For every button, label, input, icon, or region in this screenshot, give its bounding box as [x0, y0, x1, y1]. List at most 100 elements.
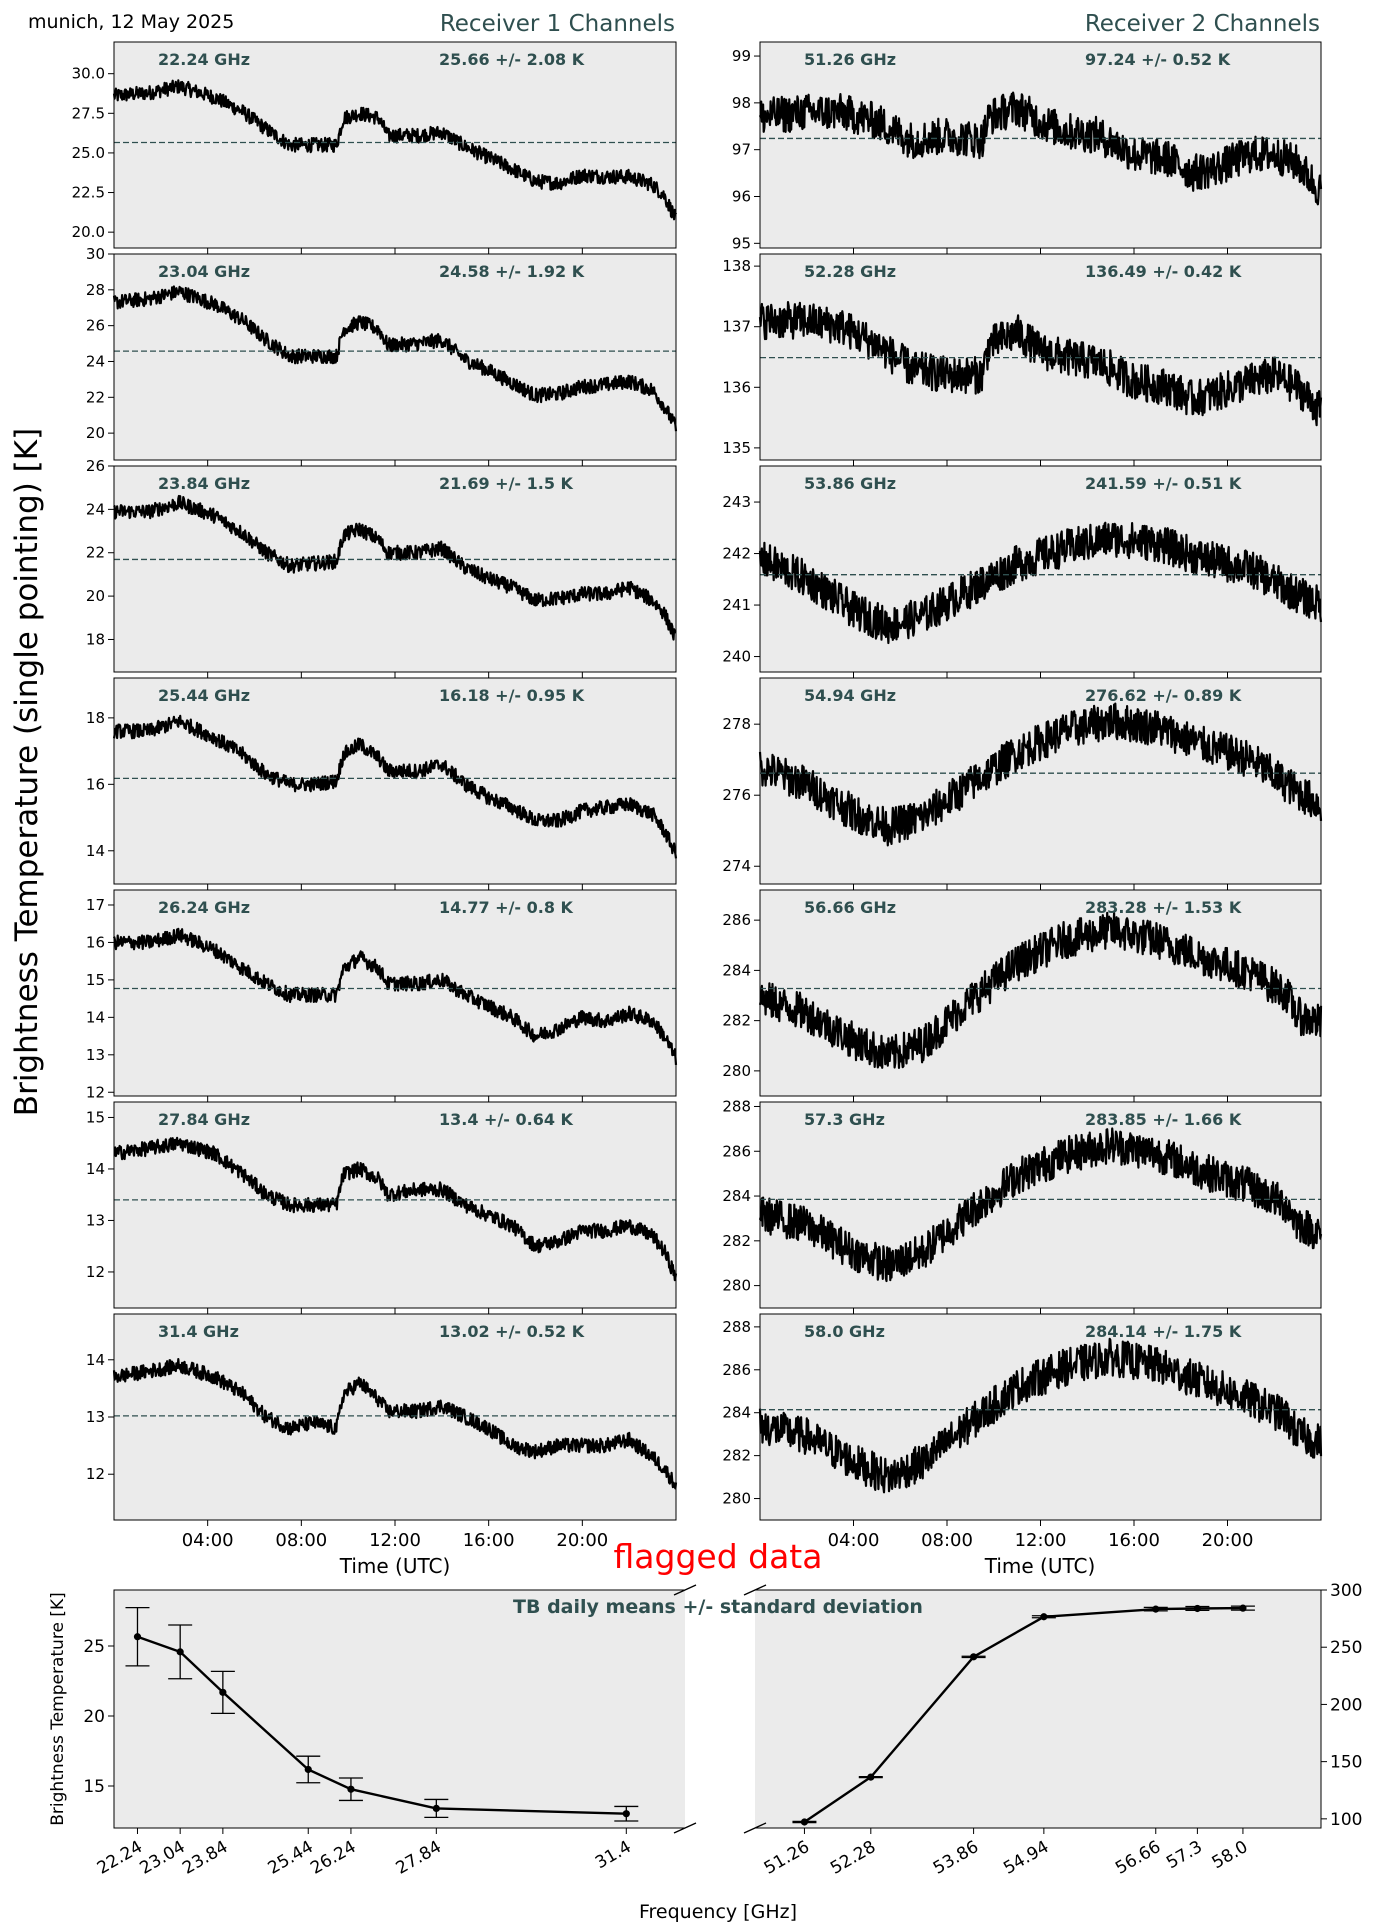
r2-panel: 280 282 284 286 56.66 GHz 283.28 +/- 1.53 K: [722, 889, 1323, 1102]
brightness-trace: [112, 714, 678, 859]
y-tick-label: 99: [732, 47, 751, 65]
channel-stats-label: 97.24 +/- 0.52 K: [1085, 50, 1231, 69]
time-tick-label: 20:00: [1202, 1530, 1254, 1551]
panel-background: [760, 42, 1321, 248]
panel-background: [114, 678, 676, 884]
y-tick-label: 282: [722, 1232, 751, 1250]
means-title: TB daily means +/- standard deviation: [513, 1596, 923, 1618]
mean-point: [1040, 1613, 1048, 1621]
panel-background: [760, 1314, 1321, 1520]
brightness-trace: [758, 521, 1323, 645]
mean-point: [304, 1765, 312, 1774]
channel-stats-label: 13.4 +/- 0.64 K: [439, 1110, 574, 1129]
y-tick-label: 241: [722, 596, 751, 614]
y-tick-label: 20: [86, 424, 105, 442]
channel-stats-label: 16.18 +/- 0.95 K: [439, 686, 585, 705]
y-tick-label: 27.5: [72, 104, 105, 122]
brightness-trace: [112, 79, 678, 221]
freq-tick-label: 56.66: [1112, 1837, 1164, 1879]
mean-point: [1152, 1605, 1160, 1613]
mean-point: [1239, 1604, 1247, 1612]
brightness-trace: [758, 702, 1323, 847]
y-tick-label: 26: [86, 457, 105, 475]
freq-tick-label: 53.86: [930, 1837, 982, 1879]
means-right-frame: [755, 1589, 1322, 1829]
panel-background: [114, 42, 676, 248]
freq-tick-label: 51.26: [761, 1837, 813, 1879]
left-y-tick-label: 25: [83, 1637, 105, 1657]
channel-stats-label: 241.59 +/- 0.51 K: [1085, 474, 1242, 493]
y-tick-label: 286: [722, 911, 751, 929]
y-tick-label: 276: [722, 786, 751, 804]
channel-stats-label: 14.77 +/- 0.8 K: [439, 898, 574, 917]
y-tick-label: 22.5: [72, 184, 105, 202]
means-left-frame: [113, 1589, 685, 1829]
mean-point: [1193, 1604, 1201, 1613]
y-tick-label: 284: [722, 1404, 751, 1422]
r1-panel: 14 16 18 25.44 GHz 16.18 +/- 0.95 K: [86, 677, 678, 890]
y-tick-label: 14: [86, 842, 105, 860]
channel-frequency-label: 54.94 GHz: [804, 686, 896, 705]
channel-stats-label: 283.28 +/- 1.53 K: [1085, 898, 1242, 917]
y-tick-label: 286: [722, 1361, 751, 1379]
y-tick-label: 17: [86, 896, 105, 914]
r2-panel: 135 136 137 138 52.28 GHz 136.49 +/- 0.42 K: [722, 253, 1323, 466]
y-tick-label: 242: [722, 545, 751, 563]
brightness-trace: [758, 91, 1323, 206]
brightness-trace: [758, 911, 1323, 1069]
channel-frequency-label: 57.3 GHz: [804, 1110, 885, 1129]
brightness-trace: [112, 927, 678, 1065]
receiver2-title: Receiver 2 Channels: [1085, 11, 1320, 37]
freq-tick-label: 26.24: [307, 1837, 359, 1879]
channel-stats-label: 283.85 +/- 1.66 K: [1085, 1110, 1242, 1129]
freq-tick-label: 23.04: [137, 1837, 189, 1879]
panel-background: [114, 1102, 676, 1308]
right-y-tick-label: 300: [1330, 1581, 1362, 1601]
y-tick-label: 274: [722, 857, 751, 875]
channel-stats-label: 276.62 +/- 0.89 K: [1085, 686, 1242, 705]
panel-background: [760, 678, 1321, 884]
left-y-tick-label: 20: [83, 1707, 105, 1727]
y-tick-label: 284: [722, 961, 751, 979]
daily-means-chart: TB daily means +/- standard deviation Fre…: [48, 1581, 1362, 1923]
y-tick-label: 30.0: [72, 65, 105, 83]
y-tick-label: 30: [86, 245, 105, 263]
brightness-trace: [113, 1136, 678, 1282]
y-tick-label: 286: [722, 1142, 751, 1160]
mean-point: [867, 1773, 875, 1781]
panel-background: [114, 466, 676, 672]
y-tick-label: 243: [722, 493, 751, 511]
y-tick-label: 13: [86, 1211, 105, 1229]
right-y-tick-label: 250: [1330, 1638, 1362, 1658]
channel-stats-label: 136.49 +/- 0.42 K: [1085, 262, 1242, 281]
global-ylabel: Brightness Temperature (single pointing)…: [9, 428, 45, 1116]
y-tick-label: 15: [86, 1108, 105, 1126]
y-tick-label: 240: [722, 648, 751, 666]
channel-stats-label: 13.02 +/- 0.52 K: [439, 1322, 585, 1341]
channel-stats-label: 24.58 +/- 1.92 K: [439, 262, 585, 281]
brightness-trace: [112, 1358, 678, 1490]
y-tick-label: 98: [732, 94, 751, 112]
time-tick-label: 16:00: [463, 1530, 515, 1551]
time-tick-label: 04:00: [182, 1530, 234, 1551]
brightness-trace: [112, 285, 678, 432]
y-tick-label: 26: [86, 317, 105, 335]
right-y-tick-label: 100: [1330, 1810, 1362, 1830]
panel-background: [760, 1102, 1321, 1308]
y-tick-label: 14: [86, 1008, 105, 1026]
mean-point: [969, 1653, 978, 1661]
brightness-trace: [758, 301, 1323, 427]
y-tick-label: 282: [722, 1012, 751, 1030]
y-tick-label: 24: [86, 500, 105, 518]
time-tick-label: 12:00: [369, 1530, 421, 1551]
y-tick-label: 288: [722, 1097, 751, 1115]
receiver1-panels: 20.0 22.5 25.0 27.5 30.0 22.24 GHz 25.66 +/- 2…: [72, 41, 678, 1551]
y-tick-label: 13: [86, 1408, 105, 1426]
y-tick-label: 280: [722, 1490, 751, 1508]
means-ylabel: Brightness Temperature [K]: [48, 1592, 68, 1825]
r2-panel: 274 276 278 54.94 GHz 276.62 +/- 0.89 K: [722, 677, 1323, 890]
channel-frequency-label: 22.24 GHz: [158, 50, 250, 69]
mean-point: [133, 1633, 142, 1641]
y-tick-label: 20.0: [72, 223, 105, 241]
